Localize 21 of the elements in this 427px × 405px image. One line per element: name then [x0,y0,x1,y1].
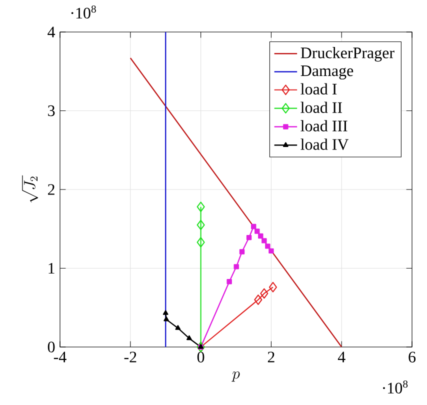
x-axis-title: $p$ [232,372,240,382]
text: ·10$^{8}$ [383,380,408,394]
text: ·10$^{8}$ [71,5,96,19]
y-tick-label: 0 [48,342,55,352]
legend-label: load IV [300,138,349,150]
legend-label: load I [300,83,337,95]
x-tick-label: -2 [124,352,136,362]
y-axis-title: $\sqrt{J_2}$ [22,175,38,202]
x-tick-label: -4 [54,352,66,362]
legend-label: load III [300,120,348,132]
x-tick-label: 4 [338,352,346,362]
y-tick-label: 4 [48,26,56,38]
y-tick-label: 1 [48,262,54,274]
legend-label: DruckerPrager [300,47,394,62]
x-tick-label: 0 [197,352,204,362]
x-tick-label: 6 [408,352,416,362]
x-tick-label: 2 [268,352,274,362]
y-tick-label: 2 [48,184,54,195]
legend-label: load II [300,102,342,113]
legend-label: Damage [300,65,354,80]
y-tick-label: 3 [48,105,55,116]
